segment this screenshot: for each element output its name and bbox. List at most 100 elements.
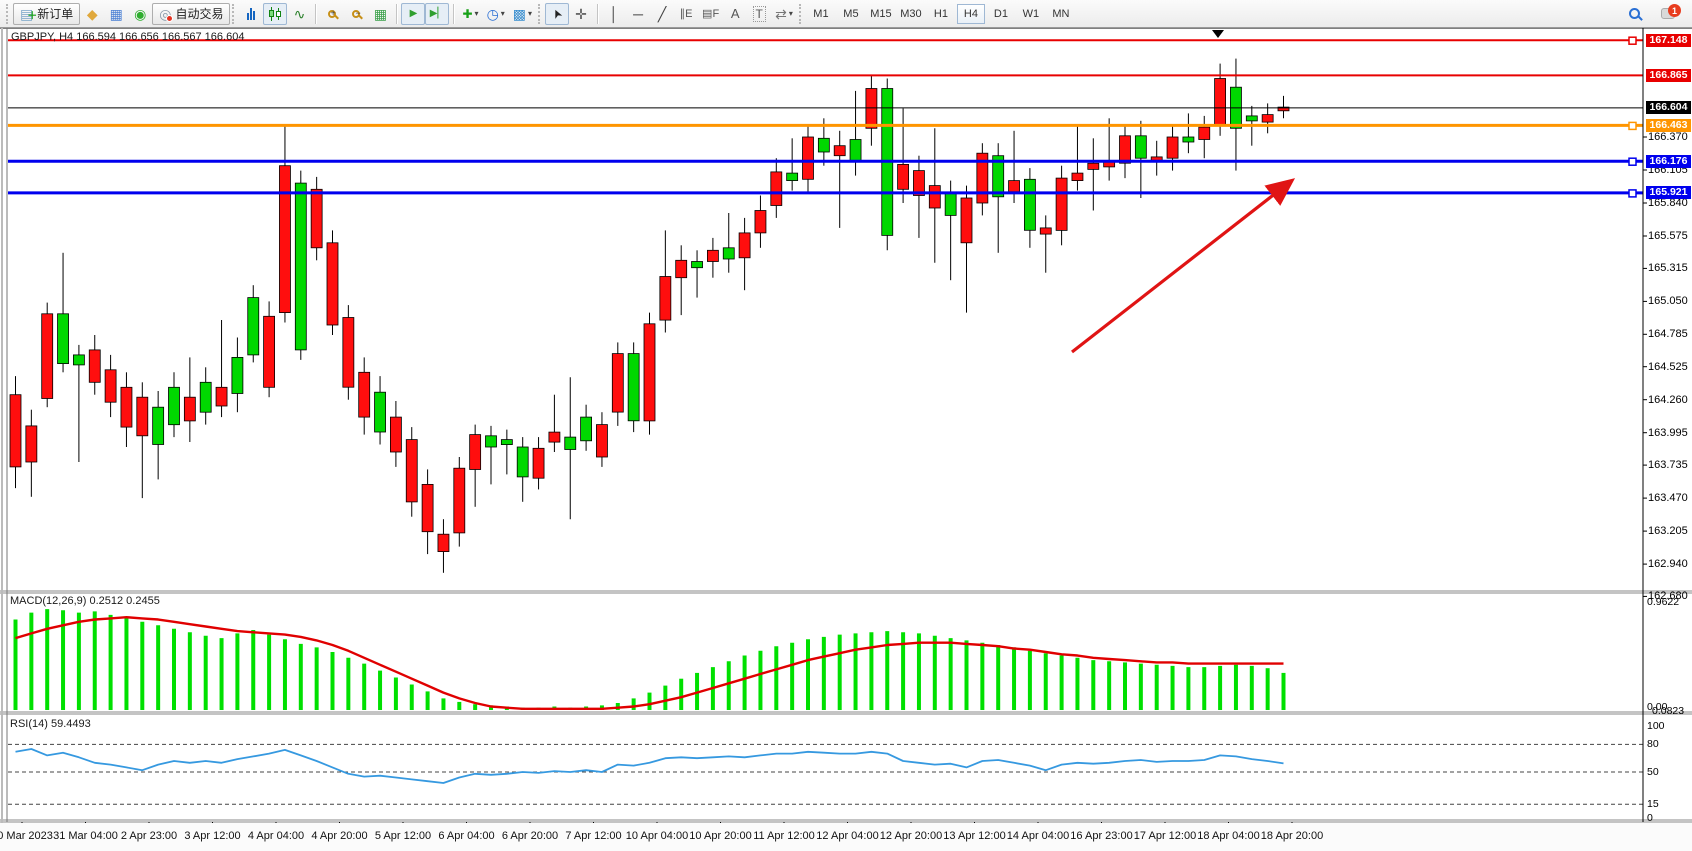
candle-body-bear [1261, 114, 1274, 123]
metaeditor-icon: ◆ [86, 5, 98, 22]
strategy-tester-button[interactable]: ▦ [104, 3, 128, 25]
tile-windows-button[interactable]: ▦ [368, 3, 392, 25]
rsi-axis-label: 15 [1647, 798, 1659, 811]
timeframe-button-m15[interactable]: M15 [870, 7, 892, 20]
templates-button[interactable]: ▩ ▾ [509, 3, 536, 25]
trendline-button[interactable]: ╱ [650, 3, 674, 25]
price-axis-label: 162.940 [1648, 558, 1688, 571]
candle-body-bear [405, 439, 418, 503]
timeframe-button-m5[interactable]: M5 [843, 7, 859, 20]
search-button[interactable] [1622, 3, 1646, 25]
candle-body-bull [374, 391, 386, 433]
zoom-out-icon: − [352, 8, 361, 18]
autotrading-label: 自动交易 [175, 7, 224, 21]
price-level-badge: 165.921 [1646, 186, 1691, 200]
candle-body-bear [1214, 78, 1226, 127]
time-axis-label: 18 Apr 20:00 [1260, 830, 1324, 842]
candle-body-bull [73, 354, 85, 366]
time-axis-label: 14 Apr 04:00 [1006, 830, 1070, 842]
line-chart-button[interactable]: ∿ [287, 3, 311, 25]
candle-body-bear [1198, 126, 1211, 140]
time-axis-label: 31 Mar 04:00 [53, 830, 118, 842]
candle-body-bull [485, 435, 497, 448]
candle-body-bear [833, 145, 846, 157]
candle-body-bull [992, 155, 1005, 198]
new-order-button[interactable]: ▤ ＋ 新订单 [13, 2, 81, 25]
candle-body-bear [1071, 172, 1084, 182]
fibonacci-button[interactable]: ▤F [698, 3, 723, 25]
candle-body-bear [263, 315, 276, 388]
text-label-button[interactable]: T [747, 3, 771, 25]
auto-scroll-button[interactable]: ▶ [401, 2, 426, 25]
time-axis-label: 5 Apr 12:00 [374, 830, 432, 842]
toolbar-grip[interactable] [232, 3, 237, 24]
equidistant-channel-button[interactable]: ∥E [674, 3, 698, 25]
candle-body-bear [1087, 162, 1100, 170]
toolbar-separator [453, 3, 455, 24]
chart-shift-button[interactable]: ▶▏ [425, 2, 450, 25]
price-axis-label: 166.370 [1648, 131, 1688, 143]
auto-scroll-icon: ▶ [409, 7, 418, 19]
candle-body-bear [532, 447, 545, 479]
candle-body-bear [802, 136, 814, 180]
chart-shift-icon: ▶▏ [429, 7, 446, 19]
price-level-badge: 167.148 [1646, 33, 1691, 47]
timeframe-button-d1[interactable]: D1 [993, 7, 1008, 20]
timeframe-button-mn[interactable]: MN [1052, 7, 1070, 20]
cursor-icon: ➤ [548, 5, 566, 22]
candle-body-bull [786, 172, 799, 182]
periods-button[interactable]: ◷ ▾ [483, 3, 509, 25]
level-handle[interactable] [1628, 36, 1637, 45]
level-handle[interactable] [1628, 189, 1637, 198]
time-axis-label: 10 Apr 20:00 [689, 830, 752, 842]
zoom-in-button[interactable]: + [320, 3, 344, 25]
line-chart-icon: ∿ [293, 5, 306, 22]
text-button[interactable]: A [723, 3, 747, 25]
chart-shift-marker-icon[interactable] [1212, 30, 1224, 38]
candle-body-bull [817, 137, 830, 153]
timeframe-button-h4[interactable]: H4 [956, 3, 985, 24]
toolbar-grip[interactable] [538, 3, 543, 24]
candle-body-bear [421, 483, 434, 533]
candle-body-bear [358, 371, 371, 418]
autotrading-button[interactable]: ◎ 自动交易 [152, 2, 231, 25]
time-axis-label: 6 Apr 20:00 [501, 830, 559, 842]
bar-chart-button[interactable] [239, 3, 263, 25]
candlestick-chart-button[interactable] [263, 2, 288, 25]
cursor-button[interactable]: ➤ [545, 2, 570, 25]
toolbar-grip[interactable] [798, 3, 804, 24]
crosshair-button[interactable]: ✛ [569, 3, 593, 25]
rsi-axis-label: 80 [1647, 738, 1659, 751]
time-axis-label: 6 Apr 04:00 [438, 830, 495, 842]
candle-body-bear [342, 317, 355, 388]
candle-body-bear [1119, 135, 1131, 164]
toolbar-grip[interactable] [6, 3, 11, 24]
time-axis-label: 2 Apr 23:00 [120, 830, 178, 842]
level-handle[interactable] [1628, 121, 1637, 131]
arrows-button[interactable]: ⇄ ▾ [771, 3, 797, 25]
timeframe-button-w1[interactable]: W1 [1022, 7, 1040, 20]
toolbar-separator [315, 3, 317, 24]
signals-button[interactable]: ◉ [128, 3, 152, 25]
indicators-button[interactable]: ✚ ▾ [458, 3, 482, 25]
candle-body-bull [1245, 115, 1258, 122]
zoom-out-button[interactable]: − [344, 3, 368, 25]
timeframe-button-m30[interactable]: M30 [900, 7, 922, 20]
metaeditor-button[interactable]: ◆ [80, 3, 104, 25]
toolbar: ▤ ＋ 新订单 ◆ ▦ ◉ ◎ 自动交易 ∿ + − [0, 0, 1692, 28]
chat-bubble-icon: 1 [1661, 4, 1681, 19]
vertical-line-button[interactable]: │ [602, 3, 626, 25]
price-axis-label: 165.840 [1648, 197, 1688, 209]
timeframe-button-m1[interactable]: M1 [813, 7, 829, 20]
bar-chart-icon [247, 7, 256, 20]
level-handle[interactable] [1628, 157, 1637, 166]
toolbar-right: 1 [1622, 3, 1688, 25]
trend-annotation-arrow[interactable] [1071, 178, 1296, 354]
notifications-button[interactable]: 1 [1656, 3, 1681, 25]
candle-body-bull [516, 446, 529, 478]
timeframe-button-h1[interactable]: H1 [933, 7, 948, 20]
candle-body-bear [310, 188, 323, 249]
candle-body-bull [247, 297, 260, 356]
horizontal-line-button[interactable]: ─ [626, 3, 650, 25]
